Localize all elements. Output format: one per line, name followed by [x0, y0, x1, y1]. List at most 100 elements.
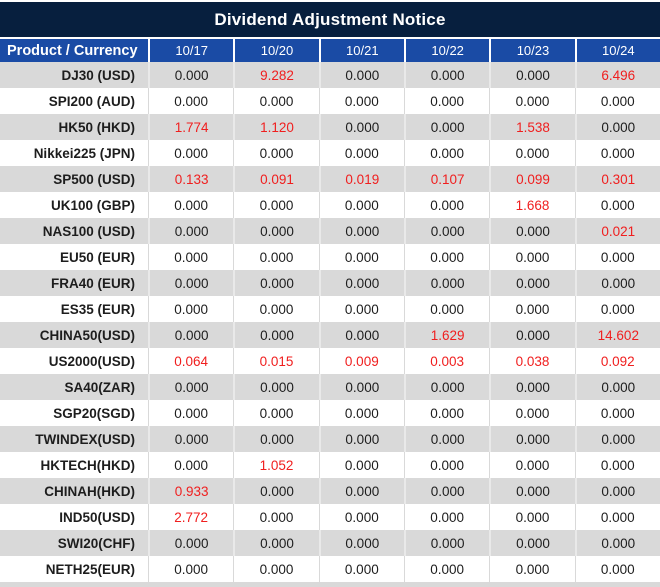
value-cell: 0.000	[403, 426, 489, 452]
value-cell: 0.000	[318, 556, 404, 582]
value-cell: 0.000	[403, 140, 489, 166]
table-row: HK50 (HKD) 1.774 1.120 0.000 0.000 1.538 0.000	[0, 114, 660, 140]
value-cell: 1.120	[233, 114, 318, 140]
value-cell: 0.092	[574, 348, 660, 374]
value-cell: 0.000	[489, 244, 574, 270]
table-row: NETH25(EUR) 0.000 0.000 0.000 0.000 0.000 0.00…	[0, 556, 660, 582]
column-header-date: 10/22	[403, 39, 489, 62]
table-row: CHINAH(HKD) 0.933 0.000 0.000 0.000 0.000 0.00…	[0, 478, 660, 504]
value-cell: 0.099	[489, 166, 574, 192]
value-cell: 0.000	[574, 244, 660, 270]
value-cell: 0.000	[489, 400, 574, 426]
value-cell: 0.000	[489, 426, 574, 452]
value-cell: 0.015	[233, 348, 318, 374]
value-cell: 6.496	[574, 62, 660, 88]
table-row: SWI20(CHF) 0.000 0.000 0.000 0.000 0.000 0.000	[0, 530, 660, 556]
table-body: DJ30 (USD) 0.000 9.282 0.000 0.000 0.000 6.496…	[0, 62, 660, 582]
table-header-row: Product / Currency 10/17 10/20 10/21 10/22 10…	[0, 39, 660, 62]
value-cell: 0.000	[148, 374, 233, 400]
product-label: HKTECH(HKD)	[40, 457, 136, 473]
column-header-date: 10/21	[318, 39, 404, 62]
table-row: EU50 (EUR) 0.000 0.000 0.000 0.000 0.000 0.000	[0, 244, 660, 270]
value-cell: 0.000	[489, 530, 574, 556]
value-cell: 0.000	[403, 62, 489, 88]
title-separator	[0, 37, 660, 39]
value-cell: 0.000	[574, 270, 660, 296]
value-cell: 0.000	[403, 114, 489, 140]
value-cell: 0.133	[148, 166, 233, 192]
table-row: Nikkei225 (JPN) 0.000 0.000 0.000 0.000 0.000…	[0, 140, 660, 166]
value-cell: 0.000	[403, 218, 489, 244]
value-cell: 0.000	[233, 478, 318, 504]
title-bar: Dividend Adjustment Notice	[0, 0, 660, 37]
value-cell: 0.000	[403, 478, 489, 504]
value-cell: 0.000	[489, 374, 574, 400]
value-cell: 0.000	[574, 374, 660, 400]
table-row: SP500 (USD) 0.133 0.091 0.019 0.107 0.099 0.30…	[0, 166, 660, 192]
value-cell: 0.000	[318, 478, 404, 504]
value-cell: 0.000	[489, 504, 574, 530]
product-label: CHINAH(HKD)	[44, 483, 135, 499]
table-row: TWINDEX(USD) 0.000 0.000 0.000 0.000 0.000 0.0…	[0, 426, 660, 452]
value-cell: 0.000	[233, 218, 318, 244]
value-cell: 0.000	[403, 452, 489, 478]
value-cell: 0.000	[318, 62, 404, 88]
value-cell: 0.000	[403, 400, 489, 426]
value-cell: 0.000	[489, 452, 574, 478]
table-row: SA40(ZAR) 0.000 0.000 0.000 0.000 0.000 0.000	[0, 374, 660, 400]
value-cell: 1.052	[233, 452, 318, 478]
page-title: Dividend Adjustment Notice	[214, 9, 446, 29]
product-label: CHINA50(USD)	[39, 327, 135, 343]
value-cell: 0.000	[489, 296, 574, 322]
value-cell: 0.000	[233, 296, 318, 322]
value-cell: 1.629	[403, 322, 489, 348]
value-cell: 0.000	[574, 452, 660, 478]
table-row: US2000(USD) 0.064 0.015 0.009 0.003 0.038 0.09…	[0, 348, 660, 374]
value-cell: 0.000	[489, 218, 574, 244]
value-cell: 0.000	[148, 556, 233, 582]
value-cell: 0.000	[574, 426, 660, 452]
value-cell: 0.000	[403, 530, 489, 556]
value-cell: 0.000	[574, 114, 660, 140]
column-header-date: 10/20	[233, 39, 318, 62]
value-cell: 0.000	[148, 322, 233, 348]
value-cell: 0.000	[233, 244, 318, 270]
value-cell: 0.000	[318, 88, 404, 114]
value-cell: 0.000	[233, 88, 318, 114]
value-cell: 0.000	[318, 296, 404, 322]
value-cell: 0.000	[318, 400, 404, 426]
product-label: SA40(ZAR)	[64, 379, 135, 395]
value-cell: 0.000	[148, 62, 233, 88]
value-cell: 0.021	[574, 218, 660, 244]
value-cell: 0.091	[233, 166, 318, 192]
value-cell: 0.000	[489, 556, 574, 582]
value-cell: 0.933	[148, 478, 233, 504]
product-label: IND50(USD)	[59, 509, 135, 525]
table-row: IND50(USD) 2.772 0.000 0.000 0.000 0.000 0.000	[0, 504, 660, 530]
product-label: HK50 (HKD)	[58, 119, 135, 135]
product-label: DJ30 (USD)	[61, 67, 135, 83]
column-header-date: 10/24	[574, 39, 660, 62]
value-cell: 0.000	[574, 530, 660, 556]
value-cell: 0.000	[489, 322, 574, 348]
value-cell: 0.000	[233, 192, 318, 218]
value-cell: 0.038	[489, 348, 574, 374]
value-cell: 0.000	[403, 244, 489, 270]
value-cell: 0.000	[148, 426, 233, 452]
value-cell: 0.000	[148, 88, 233, 114]
value-cell: 0.000	[318, 192, 404, 218]
table-row: SPI200 (AUD) 0.000 0.000 0.000 0.000 0.000 0.0…	[0, 88, 660, 114]
product-label: US2000(USD)	[48, 353, 135, 369]
value-cell: 0.000	[574, 400, 660, 426]
value-cell: 1.668	[489, 192, 574, 218]
value-cell: 0.000	[233, 426, 318, 452]
column-header-date: 10/17	[148, 39, 233, 62]
value-cell: 0.000	[233, 556, 318, 582]
table-row: SGP20(SGD) 0.000 0.000 0.000 0.000 0.000 0.000	[0, 400, 660, 426]
value-cell: 1.538	[489, 114, 574, 140]
table-row: CHINA50(USD) 0.000 0.000 0.000 1.629 0.000 14.…	[0, 322, 660, 348]
table-row: FRA40 (EUR) 0.000 0.000 0.000 0.000 0.000 0.00…	[0, 270, 660, 296]
value-cell: 0.000	[148, 400, 233, 426]
value-cell: 0.000	[574, 478, 660, 504]
